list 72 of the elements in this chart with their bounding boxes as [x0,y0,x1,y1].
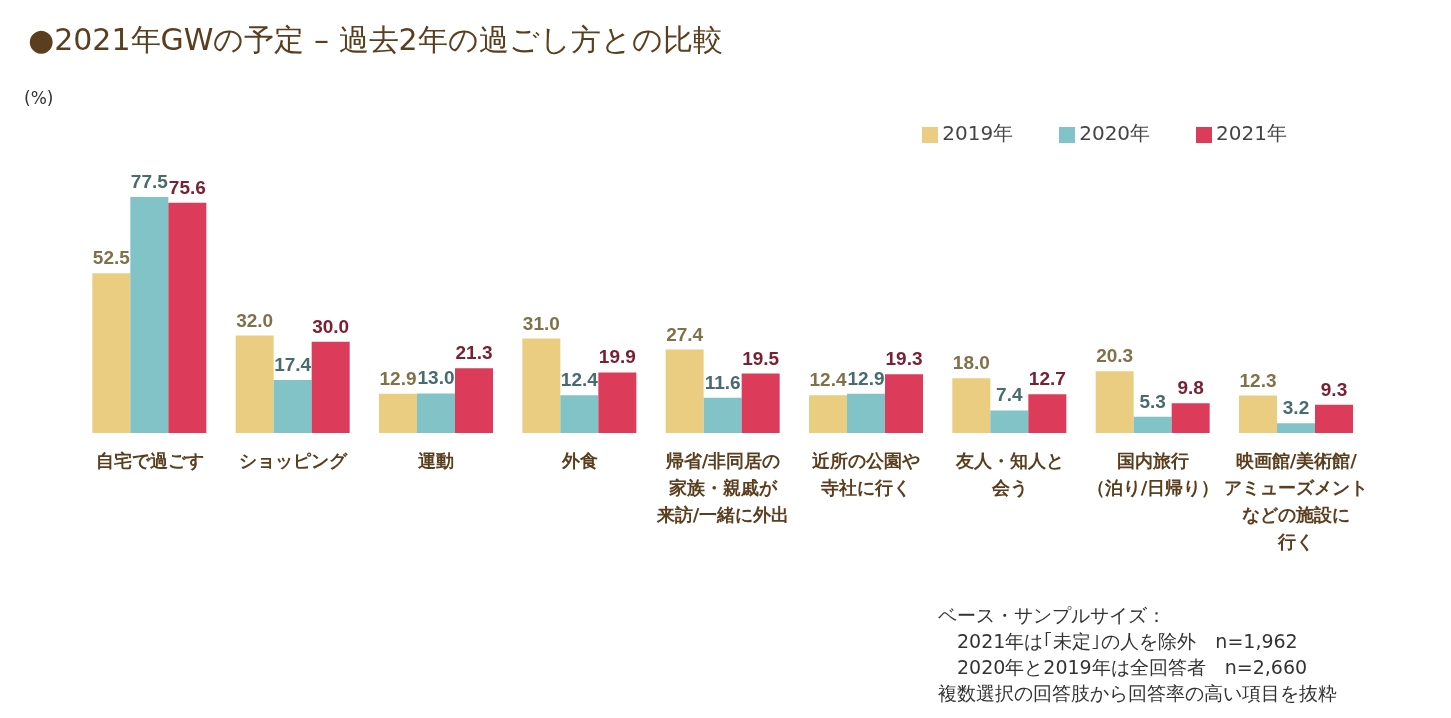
bar [522,338,561,433]
bar [1239,395,1277,433]
data-label: 32.0 [236,309,274,331]
bar [1277,423,1315,433]
data-label: 75.6 [168,176,206,198]
data-label: 19.9 [598,346,636,368]
data-label: 11.6 [704,371,741,393]
data-label: 17.4 [274,354,312,376]
x-tick-label: 映画館/美術館/アミューズメントなどの施設に行く [1224,450,1369,552]
data-label: 12.4 [560,369,599,391]
data-label: 12.7 [1028,368,1066,390]
data-label: 3.2 [1282,397,1310,419]
data-label: 30.0 [312,315,350,337]
x-tick-label: 国内旅行（泊り/日帰り） [1086,450,1220,498]
data-label: 7.4 [996,384,1023,406]
bar [379,393,417,433]
x-tick-label: 帰省/非同居の家族・親戚が来訪/一緒に外出 [655,450,790,525]
legend-label: 2020年 [1079,121,1151,145]
data-label: 27.4 [666,323,704,345]
bar [455,368,493,433]
bar [1171,403,1210,433]
data-label: 31.0 [522,312,560,334]
data-label: 9.8 [1177,377,1204,399]
bar [809,395,847,433]
data-label: 13.0 [417,367,455,389]
x-tick-label: 友人・知人と会う [954,450,1064,498]
text: (%) [24,88,54,108]
x-tick-label: 外食 [560,450,598,471]
bar [560,395,599,433]
text: 2020年と2019年は全回答者 n=2,660 [956,655,1309,680]
bar [741,373,780,433]
data-label: 19.5 [742,347,780,369]
bar [92,273,131,433]
bar [168,202,207,433]
bar [1028,394,1067,433]
legend-label: 2019年 [942,121,1014,145]
data-label: 18.0 [952,352,990,374]
legend-label: 2021年 [1216,121,1287,145]
data-label: 21.3 [455,342,493,364]
bar [417,393,455,433]
bar [1133,416,1172,433]
data-label: 52.5 [92,247,131,269]
data-label: 12.9 [379,367,417,389]
data-label: 5.3 [1139,390,1166,412]
data-label: 20.3 [1096,345,1134,367]
data-label: 12.9 [847,367,885,389]
text: ベース・サンプルサイズ： [938,603,1167,628]
bar [703,397,742,433]
bar [990,410,1029,433]
x-tick-label: ショッピング [239,450,348,471]
bar [1315,404,1353,433]
data-label: 9.3 [1320,378,1348,400]
data-label: 12.3 [1239,369,1277,391]
data-label: 19.3 [885,348,923,370]
data-label: 12.4 [809,369,847,391]
text: 2021年は｢未定｣の人を除外 n=1,962 [956,629,1299,654]
text: 複数選択の回答肢から回答率の高い項目を抜粋 [938,681,1337,706]
chart-title: ●2021年GWの予定 – 過去2年の過ごし方との比較 [28,21,723,59]
bar [130,197,169,433]
bar [665,349,704,433]
x-tick-label: 自宅で過ごす [95,450,204,471]
bar [311,341,350,433]
bar [598,372,637,433]
bar [952,378,991,433]
bar [273,380,312,433]
bar [847,393,885,433]
x-tick-label: 運動 [417,450,455,471]
bar [235,335,274,433]
bar [885,374,923,433]
bar [1095,371,1134,433]
data-label: 77.5 [130,171,169,192]
x-tick-label: 近所の公園や寺社に行く [811,450,921,498]
